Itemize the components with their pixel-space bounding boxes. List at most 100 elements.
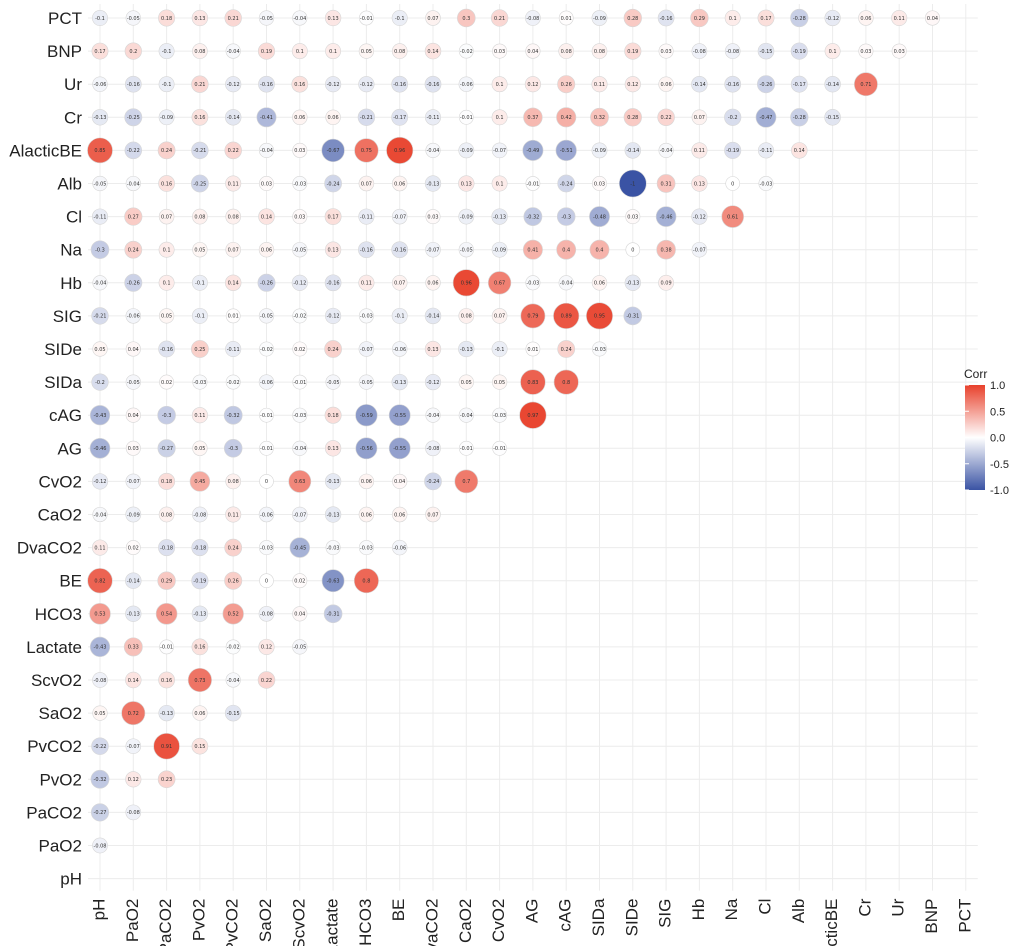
corr-label-pct-cao2: 0.3 [462,16,470,22]
corr-circle-sig-sida [586,302,613,330]
corr-label-bnp-cao2: -0.02 [460,49,473,55]
corr-circle-ag-scvo2 [292,440,308,456]
corr-label-pct-sao2: -0.05 [260,16,273,22]
corr-circle-sig-pvo2 [191,307,208,324]
corr-label-ur-cag: 0.26 [561,82,572,88]
corr-label-be-pvo2: -0.19 [193,579,206,585]
corr-circle-na-cao2 [458,242,474,258]
corr-circle-alacticbe-hco3 [354,138,379,163]
corr-circle-cl-paco2 [158,208,175,225]
corr-label-pvco2-paco2: 0.91 [161,744,172,750]
corr-label-bnp-paco2: -0.1 [162,49,172,55]
corr-label-dvaco2-pvo2: -0.18 [193,545,206,551]
corr-label-pct-paco2: 0.18 [161,16,172,22]
corr-label-pct-ur: 0.11 [894,16,905,22]
corr-circle-dvaco2-hco3 [358,540,374,556]
corr-label-ur-ph: -0.06 [94,82,107,88]
corr-label-cag-dvaco2: -0.04 [427,413,440,419]
corr-label-be-pvco2: 0.26 [228,579,239,585]
corr-label-hco3-sao2: -0.08 [260,612,273,618]
corr-label-sida-ag: 0.83 [527,380,538,386]
corr-label-hb-ph: -0.04 [94,281,107,287]
corr-circle-bnp-sig [658,43,674,59]
corr-circle-side-lactate [324,340,342,358]
corr-label-pct-pvo2: 0.13 [194,16,205,22]
corr-label-alb-cag: -0.24 [560,181,573,187]
corr-circle-bnp-ph [91,42,109,60]
corr-circle-cr-hco3 [357,108,376,126]
corr-circle-bnp-hco3 [358,43,375,59]
x-label-na: Na [722,898,741,920]
y-label-ur: Ur [64,75,82,94]
corr-circle-bnp-cl [757,42,775,60]
corr-label-cl-pvco2: 0.08 [228,214,239,220]
corr-circle-cvo2-hco3 [358,473,375,490]
corr-circle-cr-dvaco2 [424,109,442,126]
corr-circle-cag-lactate [324,406,342,424]
corr-label-cl-cvo2: -0.13 [493,214,506,220]
corr-label-dvaco2-ph: 0.11 [94,545,105,551]
corr-circle-na-be [391,241,409,259]
corr-circle-side-paco2 [158,340,175,358]
corr-label-alacticbe-hco3: 0.75 [361,148,372,154]
corr-label-pct-hb: 0.29 [694,16,705,22]
corr-circle-sida-pao2 [125,374,141,390]
corr-label-cr-sao2: -0.41 [260,115,273,121]
corr-circle-alacticbe-cvo2 [491,142,508,159]
corr-circle-pct-ur [891,9,908,27]
corr-circle-pct-alb [790,8,809,28]
y-label-pvo2: PvO2 [39,770,82,789]
corr-circle-cvo2-lactate [324,473,342,490]
x-label-cag: cAG [556,899,575,932]
corr-label-ur-pao2: -0.16 [127,82,140,88]
corr-circle-cr-sida [590,107,609,127]
corr-circle-side-be [392,341,408,357]
corr-label-cag-sao2: -0.01 [260,413,273,419]
corr-label-sida-paco2: 0.02 [161,380,172,386]
corr-label-cao2-lactate: -0.13 [327,512,340,518]
corr-circle-hb-sao2 [257,273,276,292]
corr-label-sig-sao2: -0.05 [260,314,273,320]
corr-label-dvaco2-sao2: -0.03 [260,545,273,551]
corr-label-ur-cvo2: 0.1 [496,82,504,88]
corr-circle-ur-cl [757,75,775,94]
corr-circle-cag-ph [89,405,111,426]
corr-label-scvo2-sao2: 0.22 [261,678,272,684]
corr-label-cag-be: -0.55 [393,413,406,419]
corr-circle-cag-pvco2 [223,405,243,425]
corr-circle-bnp-hb [691,43,708,59]
corr-circle-bnp-cag [558,43,575,59]
corr-label-alb-na: 0 [731,181,734,187]
corr-label-hb-cao2: 0.96 [461,281,472,287]
corr-label-cl-be: -0.07 [393,214,406,220]
corr-circle-side-hco3 [358,341,375,357]
corr-label-hb-cvo2: 0.67 [494,281,505,287]
corr-label-cao2-pvo2: -0.08 [193,512,206,518]
corr-label-alacticbe-pvco2: 0.22 [228,148,239,154]
legend-tick-label: -1.0 [990,485,1009,497]
corr-circle-bnp-alb [790,42,808,60]
corr-label-cag-ag: 0.97 [527,413,538,419]
corr-label-sida-cvo2: 0.05 [494,380,505,386]
y-label-ph: pH [60,870,82,889]
corr-circle-sida-sao2 [258,374,275,390]
corr-label-alacticbe-cvo2: -0.07 [493,148,506,154]
corr-circle-sida-pvco2 [225,374,241,390]
corr-circle-side-ph [92,341,108,357]
corr-label-side-ph: 0.05 [94,347,105,353]
corr-circle-ur-hco3 [358,76,375,93]
corr-circle-dvaco2-lactate [325,540,341,556]
corr-circle-alb-hco3 [358,175,375,192]
corr-label-hco3-lactate: -0.31 [327,612,340,618]
corr-label-bnp-ag: 0.04 [527,49,538,55]
corr-label-alacticbe-be: 0.96 [394,148,405,154]
x-axis-labels: pH PaO2 PaCO2 PvO2 PvCO2 SaO2 ScvO2 Lactate HCO3… [89,898,974,946]
corr-circle-ur-hb [691,75,708,93]
corr-label-bnp-cvo2: 0.03 [494,49,505,55]
corr-label-be-ph: 0.82 [94,579,105,585]
corr-circle-lactate-scvo2 [292,639,308,655]
corr-label-sida-sao2: -0.06 [260,380,273,386]
corr-label-alb-paco2: 0.16 [161,181,172,187]
corr-circle-pct-pao2 [125,10,141,26]
